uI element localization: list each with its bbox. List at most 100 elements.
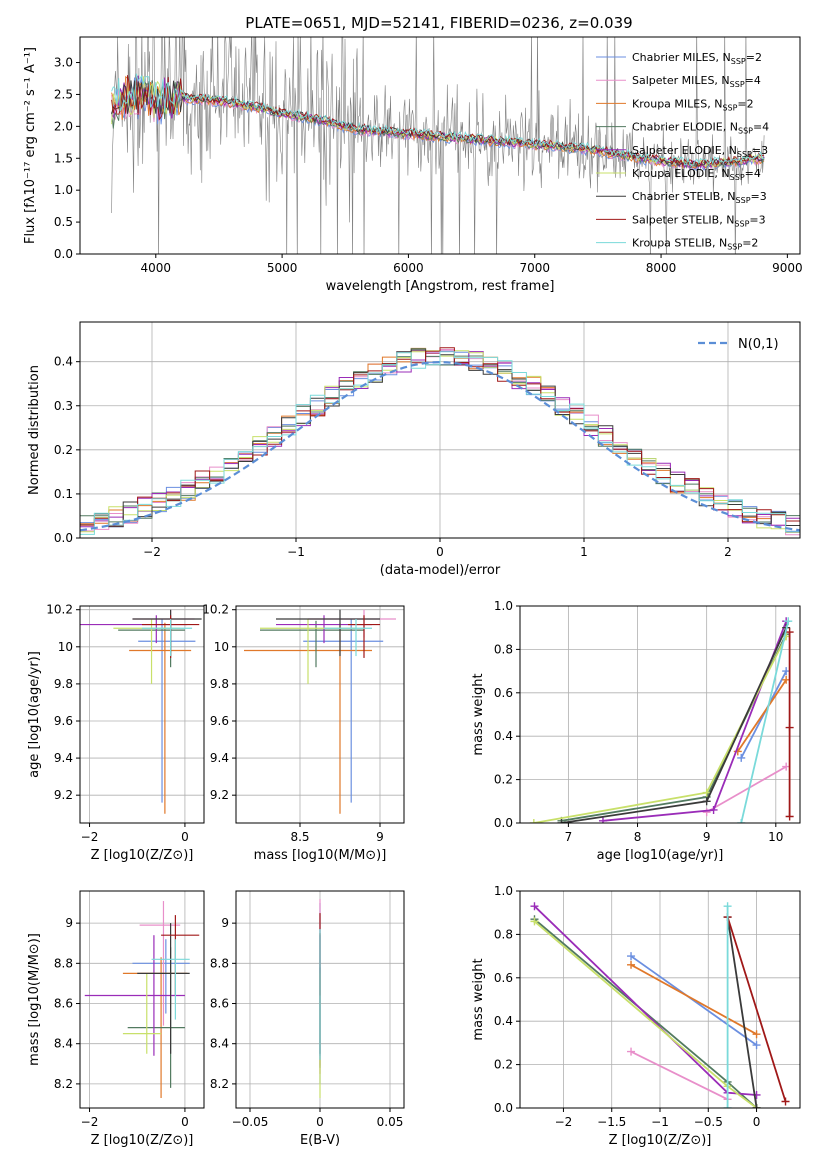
data-point-marker xyxy=(627,1047,636,1056)
y-tick-label: 9.6 xyxy=(54,714,73,728)
data-point-marker xyxy=(627,960,636,969)
legend-entry: N(0,1) xyxy=(738,337,779,352)
legend-entry: Salpeter MILES, NSSP=4 xyxy=(632,74,761,89)
data-point-marker xyxy=(785,723,794,732)
weight_vs_Z-panel: −2 −1.5 −1 −0.5 0 0.0 0.2 0.4 0.6 0.8 1.0 Z [log10(… xyxy=(471,884,800,1148)
x-tick-label: 2 xyxy=(724,545,732,559)
plot-area xyxy=(529,617,794,823)
y-tick-label: 1.0 xyxy=(494,884,513,898)
data-point-marker xyxy=(752,1041,761,1050)
x-tick-label: 5000 xyxy=(267,261,298,275)
y-tick-label: 0.1 xyxy=(54,487,73,501)
data-point-marker xyxy=(702,797,711,806)
normal-distribution-curve xyxy=(80,360,800,532)
y-tick-label: 1.5 xyxy=(54,151,73,165)
x-axis-label: Z [log10(Z/Z⊙)] xyxy=(609,1133,712,1148)
legend-entry: Salpeter ELODIE, NSSP=3 xyxy=(632,144,768,159)
axes-frame xyxy=(235,890,405,1109)
y-tick-label: 8.8 xyxy=(210,956,229,970)
error-bar-7 xyxy=(137,923,190,1054)
y-tick-label: 0.0 xyxy=(54,531,73,545)
legend-entry: Kroupa MILES, NSSP=2 xyxy=(632,97,754,112)
x-axis-label: (data-model)/error xyxy=(380,563,501,578)
x-tick-label: 4000 xyxy=(141,261,172,275)
data-point-marker xyxy=(752,1030,761,1039)
data-point-marker xyxy=(598,816,607,823)
x-tick-label: 1 xyxy=(580,545,588,559)
data-point-marker xyxy=(785,812,794,821)
weight-line-7 xyxy=(726,916,758,1108)
y-tick-label: 0.6 xyxy=(494,971,513,985)
error-bar-2 xyxy=(308,609,396,638)
y-tick-label: 9.8 xyxy=(54,677,73,691)
x-tick-label: −0.05 xyxy=(232,1115,269,1129)
data-point-marker xyxy=(723,902,732,911)
x-tick-label: −2 xyxy=(81,1115,99,1129)
x-tick-label: 9 xyxy=(376,830,384,844)
weight-line-2 xyxy=(630,1050,728,1101)
y-tick-label: 0.2 xyxy=(54,443,73,457)
figure-title: PLATE=0651, MJD=52141, FIBERID=0236, z=0… xyxy=(245,14,632,32)
y-tick-label: 10 xyxy=(214,640,229,654)
y-tick-label: 0.2 xyxy=(494,773,513,787)
x-tick-label: 7000 xyxy=(519,261,550,275)
x-tick-label: 0 xyxy=(181,1115,189,1129)
histogram-step-7 xyxy=(80,349,800,529)
y-tick-label: 0.6 xyxy=(494,686,513,700)
error-bar-9 xyxy=(324,618,372,657)
x-tick-label: 0 xyxy=(316,1115,324,1129)
y-tick-label: 2.0 xyxy=(54,119,73,133)
error-bar-7 xyxy=(276,609,380,657)
x-tick-label: 0 xyxy=(753,1115,761,1129)
histogram-step-8 xyxy=(80,347,800,536)
weight-line-9 xyxy=(740,620,790,823)
histogram-step-6 xyxy=(80,350,800,536)
weight-line-8 xyxy=(726,916,787,1102)
x-tick-label: −2 xyxy=(143,545,161,559)
weight-line-3 xyxy=(630,964,758,1035)
x-tick-label: 8000 xyxy=(646,261,677,275)
y-tick-label: 1.0 xyxy=(494,599,513,613)
legend-entry: Chabrier STELIB, NSSP=3 xyxy=(632,190,767,205)
axes-frame xyxy=(79,890,205,1109)
data-point-marker xyxy=(785,628,794,637)
y-axis-label: Normed distribution xyxy=(27,365,42,495)
weight-line-2 xyxy=(706,765,787,813)
error-bar-8 xyxy=(161,915,200,996)
y-tick-label: 1.0 xyxy=(54,183,73,197)
y-axis-label: age [log10(age/yr)] xyxy=(27,651,42,778)
weight-line-7 xyxy=(561,627,788,823)
error-bar-1 xyxy=(138,618,196,803)
y-axis-label: mass weight xyxy=(471,673,486,755)
y-tick-label: 8.6 xyxy=(210,997,229,1011)
y-tick-label: 8.4 xyxy=(54,1037,73,1051)
x-axis-label: E(B-V) xyxy=(300,1133,340,1148)
axes-frame xyxy=(79,321,801,539)
histogram-step-9 xyxy=(80,351,800,535)
y-tick-label: 10 xyxy=(58,640,73,654)
histogram-step-4 xyxy=(80,348,800,532)
weight_vs_age-panel: 7 8 9 10 0.0 0.2 0.4 0.6 0.8 1.0 age [log10(age/yr… xyxy=(471,599,800,863)
x-axis-label: wavelength [Angstrom, rest frame] xyxy=(326,279,555,294)
x-tick-label: −2 xyxy=(81,830,99,844)
y-tick-label: 8.4 xyxy=(210,1037,229,1051)
y-tick-label: 9.4 xyxy=(54,751,73,765)
x-tick-label: −0.5 xyxy=(694,1115,723,1129)
axes-frame xyxy=(235,605,405,824)
plot-area xyxy=(80,347,800,537)
x-tick-label: 7 xyxy=(565,830,573,844)
y-axis-label: Flux [fλ10⁻¹⁷ erg cm⁻² s⁻¹ A⁻¹] xyxy=(23,47,38,244)
model-spectrum-line-6 xyxy=(111,76,765,168)
y-tick-label: 8.2 xyxy=(54,1077,73,1091)
x-tick-label: 8.5 xyxy=(290,830,309,844)
y-tick-label: 9 xyxy=(65,916,73,930)
y-tick-label: 0.4 xyxy=(494,729,513,743)
x-tick-label: 10 xyxy=(768,830,783,844)
data-point-marker xyxy=(529,819,538,823)
weight-line-4 xyxy=(561,633,788,822)
y-tick-label: 9.2 xyxy=(210,788,229,802)
error-bar-8 xyxy=(348,615,380,658)
error-bar-3 xyxy=(129,622,192,814)
error-bar-9 xyxy=(151,939,190,1020)
data-point-marker xyxy=(737,753,746,762)
